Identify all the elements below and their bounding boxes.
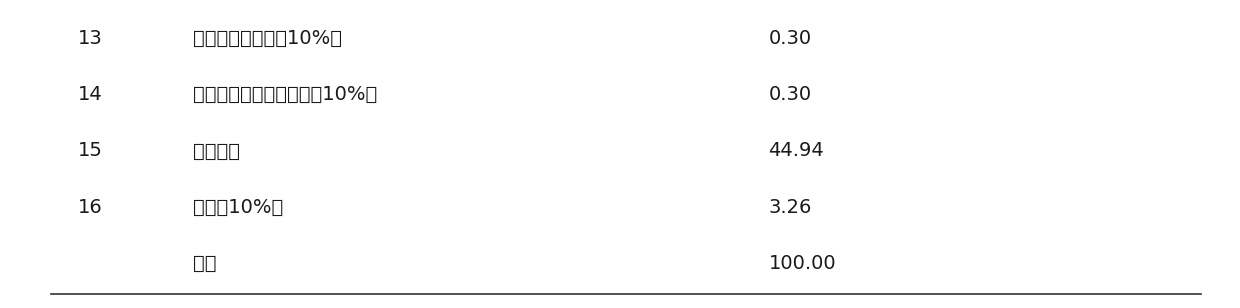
Text: 叔丁基过氧化氢（10%）: 叔丁基过氧化氢（10%） [193, 29, 342, 47]
Text: 16: 16 [78, 198, 103, 217]
Text: 14: 14 [78, 85, 103, 104]
Text: 去离子水: 去离子水 [193, 141, 241, 160]
Text: 3.26: 3.26 [769, 198, 812, 217]
Text: 0.30: 0.30 [769, 85, 812, 104]
Text: 100.00: 100.00 [769, 254, 836, 274]
Text: 共计: 共计 [193, 254, 217, 274]
Text: 氨水（10%）: 氨水（10%） [193, 198, 284, 217]
Text: 0.30: 0.30 [769, 29, 812, 47]
Text: 13: 13 [78, 29, 103, 47]
Text: 44.94: 44.94 [769, 141, 825, 160]
Text: 15: 15 [78, 141, 103, 160]
Text: 二水合次硫酸氢钠甲醛（10%）: 二水合次硫酸氢钠甲醛（10%） [193, 85, 377, 104]
